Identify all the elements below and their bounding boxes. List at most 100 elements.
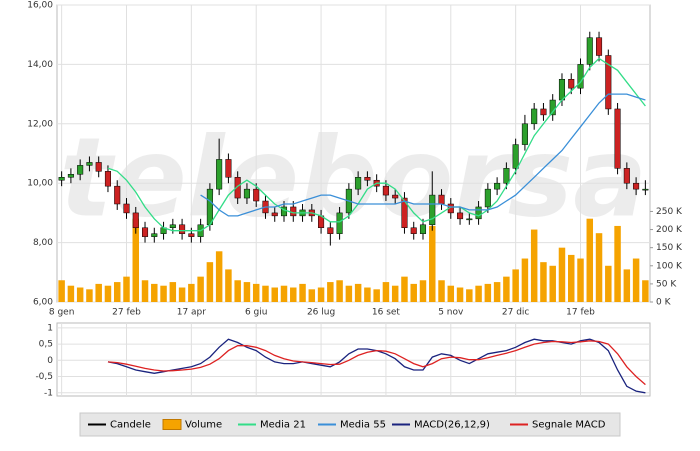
volume-bar <box>132 218 140 302</box>
x-tick-label: 17 apr <box>177 308 207 318</box>
y-tick-label: 10,00 <box>27 179 53 189</box>
candle-body <box>438 194 445 205</box>
candle-body <box>419 224 427 234</box>
y-tick-label: 8,00 <box>33 238 53 248</box>
volume-bar <box>382 282 390 302</box>
legend-box <box>79 412 621 437</box>
x-tick-label: 6 giu <box>245 308 268 318</box>
y-tick-label: 16,00 <box>27 1 53 11</box>
volume-bar <box>447 285 455 302</box>
volume-bar <box>632 258 640 302</box>
y-tick-label: 0,5 <box>39 340 53 350</box>
volume-bar <box>76 287 84 302</box>
legend-label: Media 21 <box>260 420 306 431</box>
volume-bar <box>290 287 297 302</box>
candle-body <box>169 224 176 228</box>
candle-body <box>410 227 417 234</box>
legend-label: Media 55 <box>340 420 386 431</box>
series-line <box>107 57 646 232</box>
candle-body <box>123 203 130 214</box>
volume-bar <box>512 269 519 302</box>
volume-bar <box>475 285 482 302</box>
candle-body <box>216 159 223 190</box>
series-line <box>200 93 646 217</box>
volume-bar <box>327 282 334 302</box>
candle-body <box>253 188 260 202</box>
volume-bar <box>243 282 251 302</box>
candle-body <box>558 79 566 101</box>
candle-body <box>642 188 649 191</box>
volume-bar <box>364 287 371 302</box>
volume-bar <box>456 287 464 302</box>
candle-body <box>104 171 111 187</box>
candle-body <box>512 144 519 169</box>
volume-bar <box>558 247 566 302</box>
volume-bar <box>567 254 575 302</box>
candle-body <box>586 37 593 65</box>
candle-body <box>225 159 232 178</box>
x-tick-label: 27 dic <box>502 308 530 318</box>
volume-bar <box>151 283 158 302</box>
volume-bar <box>234 280 241 302</box>
y-tick-label: 0 <box>47 356 53 366</box>
candle-body <box>290 206 297 217</box>
volume-bar <box>271 287 278 302</box>
legend-label: MACD(26,12,9) <box>414 420 490 431</box>
volume-bar <box>299 283 306 302</box>
volume-bar <box>410 283 417 302</box>
plot-area <box>56 322 651 397</box>
volume-bar <box>484 283 492 302</box>
candle-body <box>577 64 584 89</box>
volume-bar <box>642 280 649 302</box>
candle-body <box>336 212 343 234</box>
candle-body <box>392 194 399 199</box>
legend-label: Segnale MACD <box>532 420 606 431</box>
candle-body <box>633 182 640 190</box>
candle-body <box>86 162 93 166</box>
x-tick-label: 5 nov <box>438 308 464 318</box>
candle-body <box>179 224 186 234</box>
candle-body <box>531 108 538 125</box>
candle-body <box>457 212 464 220</box>
volume-bar <box>178 287 186 302</box>
volume-bar <box>577 258 584 302</box>
volume-bar <box>225 269 232 302</box>
candle-body <box>466 218 473 221</box>
volume-bar <box>197 276 204 302</box>
candle-body <box>151 233 158 237</box>
candle-body <box>243 188 250 199</box>
volume-bar <box>113 282 121 302</box>
x-tick-label: 26 lug <box>307 308 335 318</box>
volume-bar <box>354 283 362 302</box>
candle-body <box>67 174 74 178</box>
candle-body <box>206 188 213 226</box>
y-tick-label: -0,5 <box>35 372 53 382</box>
series-line <box>107 340 646 386</box>
volume-bar <box>530 229 538 302</box>
candle-body <box>114 185 121 205</box>
volume-bar <box>391 285 399 302</box>
candle-body <box>327 227 334 234</box>
candle-body <box>95 162 102 172</box>
candle-body <box>540 108 547 116</box>
volume-bar <box>503 276 510 302</box>
candle-body <box>271 212 278 217</box>
volume-bar <box>252 283 260 302</box>
candle-body <box>141 227 149 237</box>
candle-body <box>234 177 241 199</box>
y2-tick-label: 100 K <box>656 261 683 271</box>
watermark: teleborsa <box>60 113 648 241</box>
volume-bar <box>521 258 529 302</box>
volume-bar <box>493 282 501 302</box>
candle-body <box>132 212 139 228</box>
candle-body <box>58 177 65 181</box>
candle-body <box>623 168 630 184</box>
volume-bar <box>262 285 269 302</box>
y2-tick-label: 0 K <box>656 298 672 308</box>
candle-body <box>355 177 362 190</box>
candle-body <box>596 37 603 56</box>
volume-bar <box>373 289 380 302</box>
candle-body <box>401 197 408 229</box>
candle-body <box>475 206 482 220</box>
